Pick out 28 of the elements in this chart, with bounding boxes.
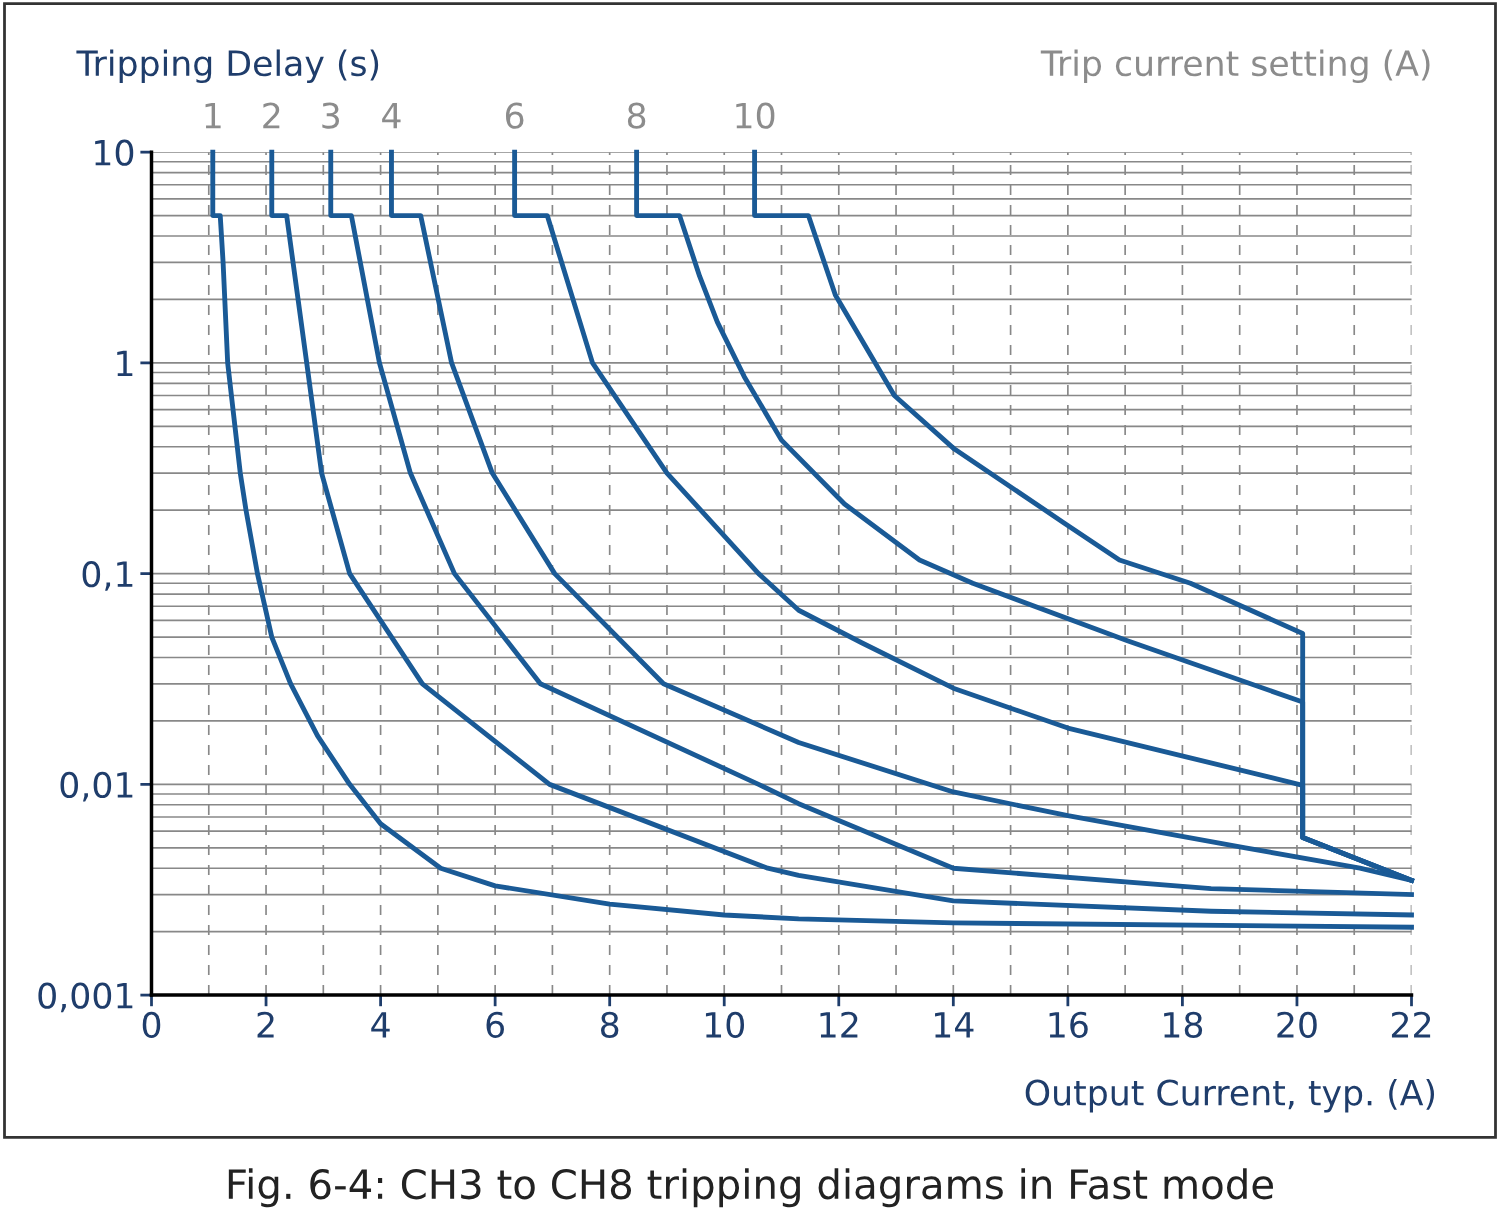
series-label: 3 — [322, 102, 340, 129]
y-tick-label: 0,1 — [82, 561, 133, 591]
x-tick-label: 0 — [142, 1011, 161, 1038]
x-tick-label: 2 — [257, 1011, 274, 1038]
series-label: 4 — [382, 102, 401, 129]
series-label: 8 — [627, 102, 646, 129]
x-tick-label: 8 — [600, 1011, 619, 1038]
x-tick-label: 14 — [935, 1012, 974, 1038]
x-tick-label: 10 — [705, 1011, 745, 1038]
series-label: 1 — [205, 102, 221, 129]
y-tick-label: 0,01 — [60, 771, 133, 802]
series-label: 6 — [505, 102, 524, 129]
y-tick-label: 1 — [117, 350, 133, 377]
legend-title: Trip current setting (A) — [1040, 49, 1430, 84]
series-label: 2 — [263, 102, 280, 129]
x-axis-title: Output Current, typ. (A) — [1025, 1078, 1435, 1113]
x-tick-label: 18 — [1164, 1011, 1203, 1038]
x-tick-label: 12 — [820, 1011, 858, 1038]
x-tick-label: 6 — [486, 1011, 504, 1038]
x-tick-label: 4 — [371, 1012, 390, 1038]
series-label: 10 — [736, 102, 775, 129]
y-tick-label: 0,001 — [38, 982, 133, 1013]
x-tick-label: 20 — [1277, 1011, 1317, 1038]
y-axis-title: Tripping Delay (s) — [76, 49, 379, 84]
x-tick-label: 16 — [1049, 1011, 1088, 1038]
caption: Fig. 6-4: CH3 to CH8 tripping diagrams in Fast mode — [228, 1168, 1273, 1208]
x-tick-label: 22 — [1391, 1011, 1431, 1038]
y-tick-label: 10 — [95, 139, 134, 166]
